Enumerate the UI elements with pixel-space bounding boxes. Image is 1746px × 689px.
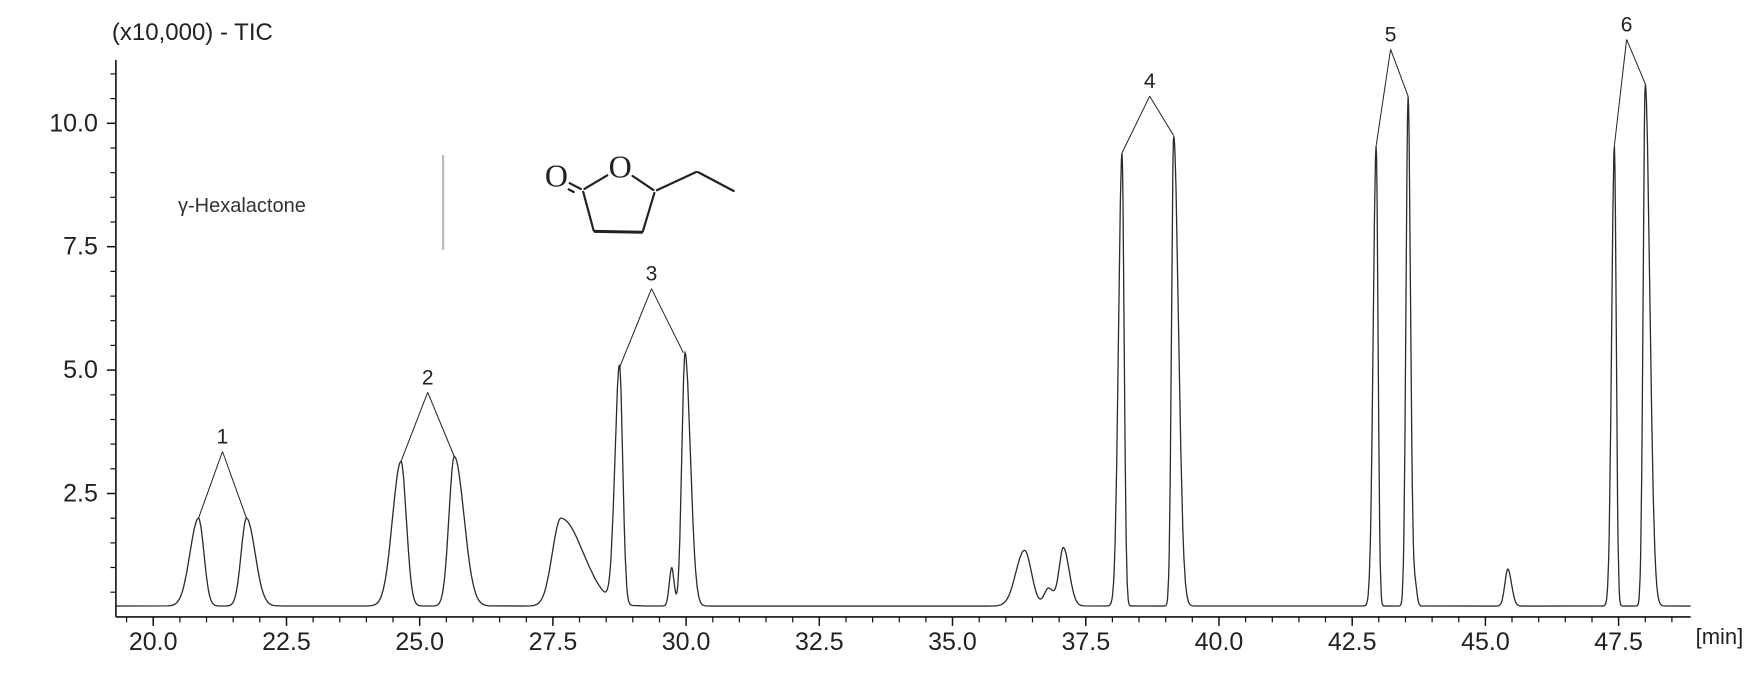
svg-text:6: 6 (1621, 13, 1633, 36)
svg-text:O: O (609, 149, 632, 185)
svg-text:[min]: [min] (1696, 624, 1744, 649)
svg-text:37.5: 37.5 (1061, 628, 1110, 656)
svg-text:5.0: 5.0 (63, 356, 98, 384)
svg-text:27.5: 27.5 (529, 628, 578, 656)
svg-text:40.0: 40.0 (1195, 628, 1244, 656)
svg-text:25.0: 25.0 (395, 628, 444, 656)
svg-text:1: 1 (217, 426, 229, 449)
svg-text:47.5: 47.5 (1594, 628, 1643, 656)
svg-text:35.0: 35.0 (928, 628, 977, 656)
svg-text:22.5: 22.5 (262, 628, 311, 656)
svg-text:20.0: 20.0 (129, 628, 178, 656)
svg-text:2.5: 2.5 (63, 480, 98, 508)
svg-text:O: O (545, 157, 568, 193)
svg-text:(x10,000) - TIC: (x10,000) - TIC (112, 19, 273, 46)
svg-text:42.5: 42.5 (1328, 628, 1377, 656)
svg-text:30.0: 30.0 (662, 628, 711, 656)
svg-text:45.0: 45.0 (1461, 628, 1510, 656)
svg-text:5: 5 (1385, 23, 1397, 46)
svg-text:7.5: 7.5 (63, 233, 98, 261)
svg-text:γ-Hexalactone: γ-Hexalactone (178, 195, 306, 217)
svg-text:3: 3 (646, 263, 658, 286)
svg-text:10.0: 10.0 (49, 109, 98, 137)
svg-text:4: 4 (1144, 70, 1156, 93)
svg-text:2: 2 (422, 366, 434, 389)
svg-text:32.5: 32.5 (795, 628, 844, 656)
